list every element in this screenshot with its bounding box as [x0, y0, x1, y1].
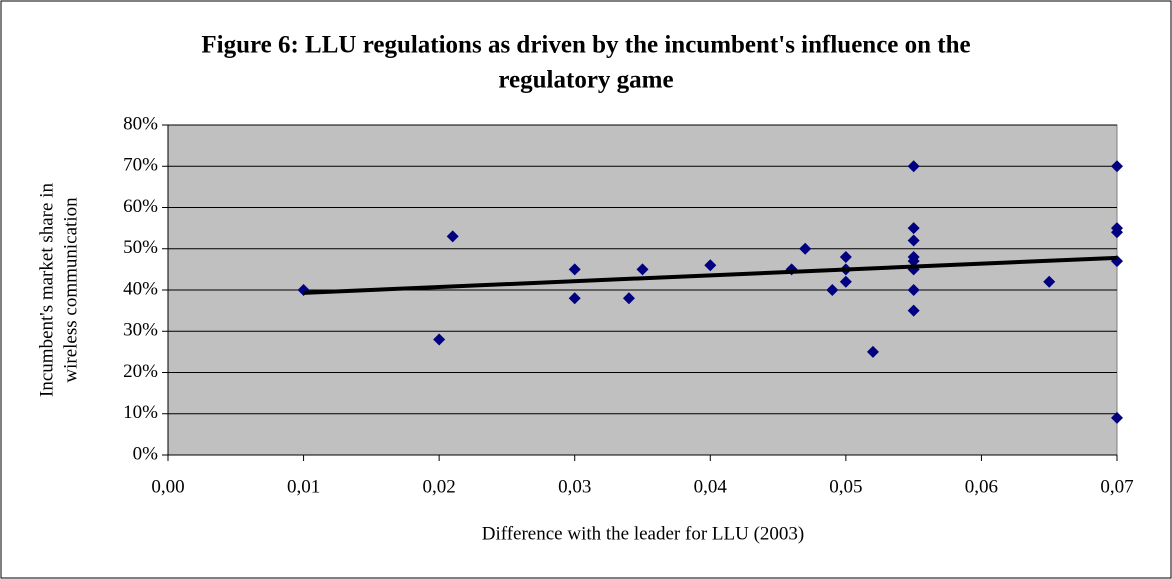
point	[907, 255, 920, 268]
x-tick-label: 0,04	[694, 476, 728, 497]
point	[1111, 411, 1123, 424]
point	[907, 284, 920, 296]
point	[839, 251, 852, 263]
point	[907, 160, 920, 173]
point	[826, 284, 839, 296]
point	[1111, 160, 1123, 173]
point	[568, 292, 581, 305]
point	[433, 333, 446, 346]
x-tick-label: 0,02	[423, 476, 456, 497]
y-tick-label: 70%	[123, 155, 158, 176]
trendline	[303, 255, 1118, 295]
point	[799, 242, 812, 255]
y-axis-label: Incumbent's market share in	[36, 183, 57, 397]
chart-title: regulatory game	[498, 67, 673, 94]
y-tick-label: 0%	[133, 443, 159, 464]
x-tick-label: 0,03	[558, 476, 591, 497]
point	[907, 222, 920, 235]
point	[1043, 275, 1056, 288]
point	[866, 345, 879, 358]
x-tick-label: 0,01	[287, 476, 320, 497]
x-tick-label: 0,06	[965, 476, 998, 497]
point	[636, 263, 649, 276]
x-tick-label: 0,00	[151, 476, 184, 497]
point	[704, 259, 717, 272]
point	[1111, 226, 1123, 239]
point	[446, 230, 459, 243]
y-tick-label: 20%	[123, 361, 158, 382]
y-tick-label: 50%	[123, 237, 158, 258]
y-tick-label: 30%	[123, 320, 158, 341]
y-axis-label: wireless communication	[60, 197, 81, 383]
x-axis-label: Difference with the leader for LLU (2003…	[482, 523, 805, 544]
point	[622, 292, 635, 305]
x-tick-label: 0,05	[829, 476, 862, 497]
point	[907, 304, 920, 317]
chart-title: Figure 6: LLU regulations as driven by t…	[201, 32, 970, 59]
point	[839, 275, 852, 288]
y-tick-label: 40%	[123, 278, 158, 299]
x-tick-label: 0,07	[1100, 476, 1133, 497]
y-tick-label: 80%	[123, 113, 158, 134]
point	[907, 234, 920, 247]
y-tick-label: 60%	[123, 196, 158, 217]
y-tick-label: 10%	[123, 402, 158, 423]
point	[568, 263, 581, 276]
